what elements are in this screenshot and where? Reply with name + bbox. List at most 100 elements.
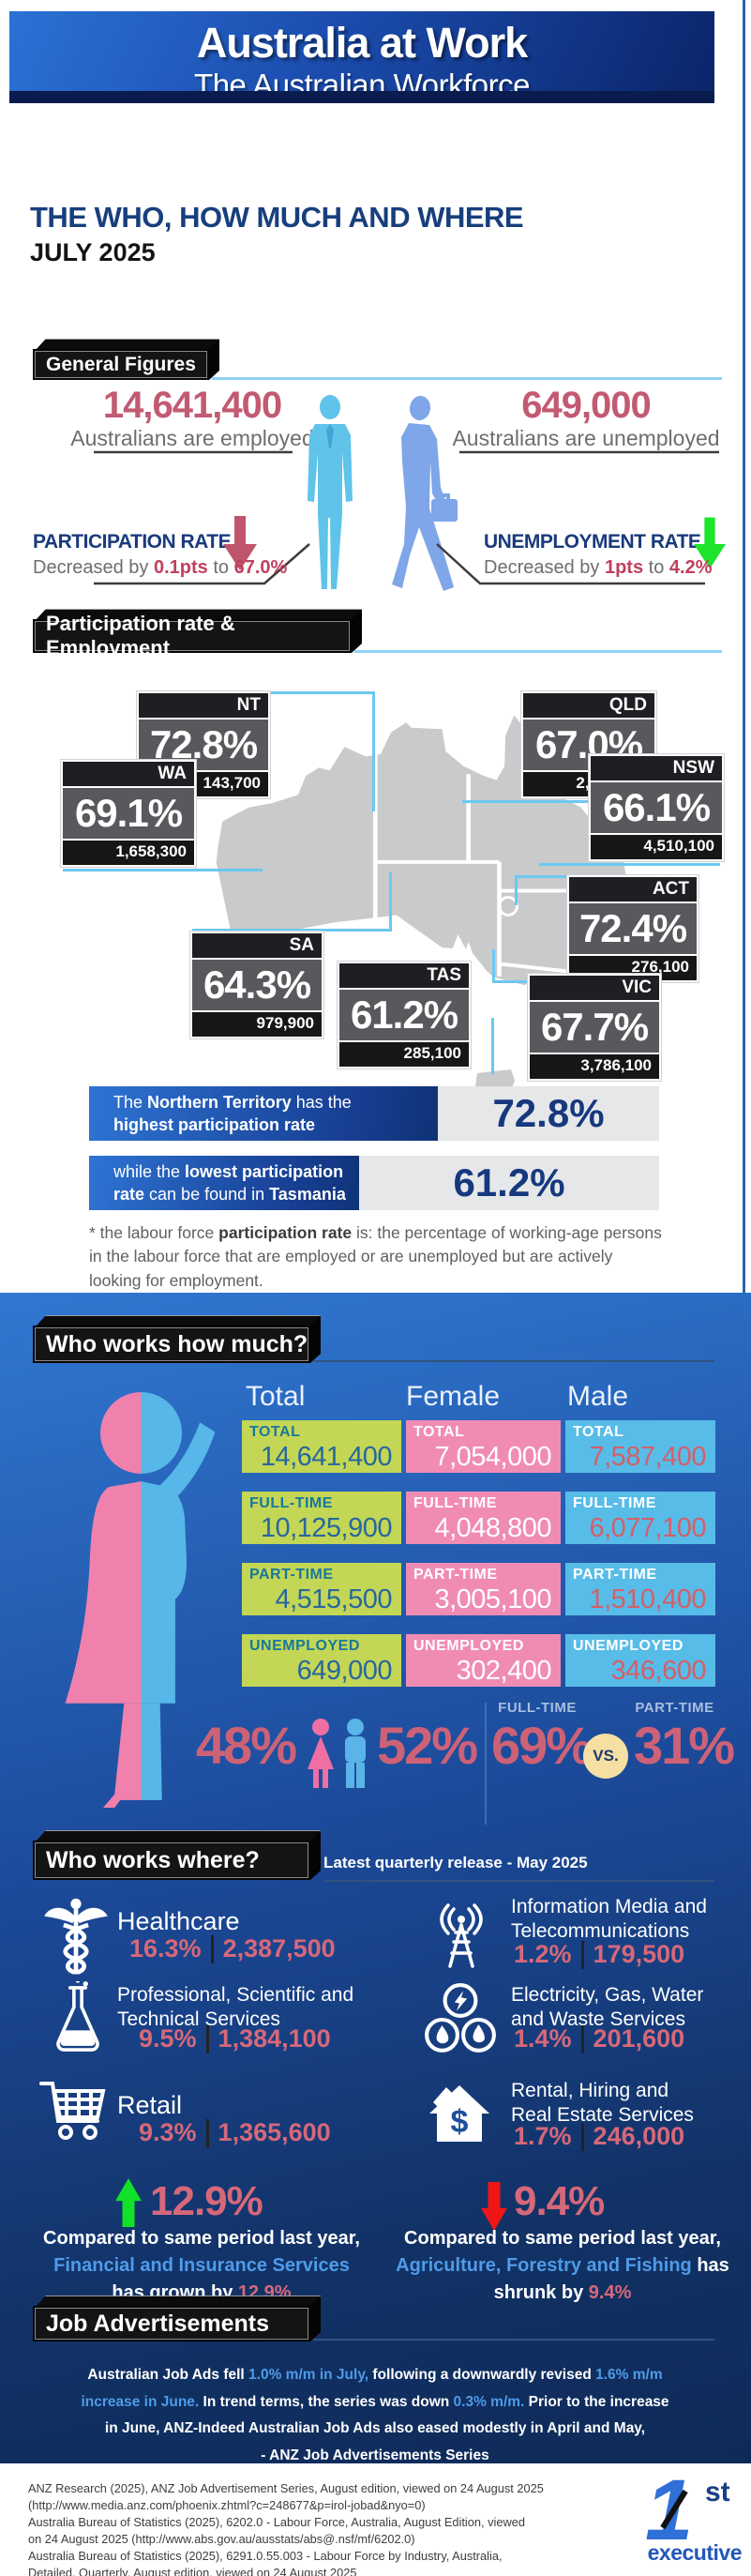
vs-badge: VS. xyxy=(583,1734,628,1779)
stat-divider xyxy=(580,2122,584,2151)
female-share-pct: 48% xyxy=(195,1716,297,1775)
cell-total-total: TOTAL 14,641,400 xyxy=(242,1420,401,1473)
red-down-arrow-icon xyxy=(223,516,257,570)
cell-parttime-male: PART-TIME 1,510,400 xyxy=(565,1563,715,1615)
industry-name: Retail xyxy=(117,2091,183,2119)
logo-word: executive xyxy=(647,2540,743,2565)
industry-stats: 9.5% 1,384,100 xyxy=(139,2024,331,2053)
connector-nsw xyxy=(539,863,720,866)
shopping-cart-icon xyxy=(39,2082,106,2140)
tie-shape xyxy=(326,424,334,448)
industry-stats: 1.2% 179,500 xyxy=(514,1940,685,1969)
green-down-arrow-icon xyxy=(694,517,726,569)
stat-divider xyxy=(205,2118,209,2147)
industry-name: Professional, Scientific and Technical S… xyxy=(117,1984,354,2031)
connector-sa xyxy=(192,929,392,932)
employed-count: 14,641,400 xyxy=(102,385,282,426)
section-header-general-figures: General Figures xyxy=(33,349,209,380)
flask-icon xyxy=(56,1981,99,2052)
industry-stats: 9.3% 1,365,600 xyxy=(139,2118,331,2147)
cell-total-male: TOTAL 7,587,400 xyxy=(565,1420,715,1473)
state-box-vic: VIC 67.7% 3,786,100 xyxy=(528,974,661,1081)
highest-participation-callout: The Northern Territory has the highest p… xyxy=(89,1086,462,1141)
industry-name: Electricity, Gas, Water and Waste Servic… xyxy=(511,1984,704,2031)
male-icon xyxy=(345,1719,366,1788)
connector-nt xyxy=(266,691,375,694)
section-header-participation: Participation rate & Employment xyxy=(33,619,352,659)
release-note: Latest quarterly release - May 2025 xyxy=(323,1854,588,1871)
highest-participation-value: 72.8% xyxy=(438,1086,659,1141)
connector-tas-v xyxy=(491,1018,494,1074)
section-header-how-much: Who works how much? xyxy=(33,1326,310,1363)
parttime-share-label: PART-TIME xyxy=(635,1700,714,1716)
connector-act xyxy=(515,875,569,878)
participation-rate-change: Decreased by 0.1pts to 67.0% xyxy=(33,557,288,578)
radio-tower-icon xyxy=(440,1903,483,1968)
logo-st: st xyxy=(705,2477,730,2508)
source-citations: ANZ Research (2025), ANZ Job Advertiseme… xyxy=(28,2481,544,2576)
connector-vic xyxy=(492,980,530,983)
header-rule xyxy=(313,1360,714,1362)
green-up-arrow-icon xyxy=(115,2178,142,2227)
stat-divider xyxy=(205,2024,209,2053)
cell-total-female: TOTAL 7,054,000 xyxy=(406,1420,561,1473)
fulltime-share-label: FULL-TIME xyxy=(498,1700,577,1716)
parttime-share-pct: 31% xyxy=(634,1716,735,1775)
intro-heading: THE WHO, HOW MUCH AND WHERE xyxy=(30,201,524,234)
industry-stats: 1.4% 201,600 xyxy=(514,2024,685,2053)
connector-qld xyxy=(462,800,653,803)
lowest-participation-value: 61.2% xyxy=(359,1156,659,1210)
banner-shadow-strip xyxy=(9,91,714,103)
growth-text: Compared to same period last year, Finan… xyxy=(43,2228,360,2303)
unemployment-rate-change: Decreased by 1pts to 4.2% xyxy=(484,557,713,578)
male-female-split-figure xyxy=(65,1392,216,1808)
cell-fulltime-male: FULL-TIME 6,077,100 xyxy=(565,1492,715,1544)
male-share-pct: 52% xyxy=(377,1716,478,1775)
header-rule xyxy=(313,2339,714,2341)
connector-wa xyxy=(63,869,263,871)
red-decline-arrow-icon xyxy=(481,2182,507,2231)
cell-fulltime-female: FULL-TIME 4,048,800 xyxy=(406,1492,561,1544)
cell-unemployed-male: UNEMPLOYED 346,600 xyxy=(565,1634,715,1687)
intro-period: JULY 2025 xyxy=(30,238,156,266)
connector-act-v xyxy=(515,875,518,905)
employed-caption: Australians are employed xyxy=(70,426,314,450)
job-ads-attribution: - ANZ Job Advertisements Series xyxy=(261,2447,489,2464)
female-icon xyxy=(308,1719,334,1788)
act-marker xyxy=(498,896,518,917)
cell-unemployed-total: UNEMPLOYED 649,000 xyxy=(242,1634,401,1687)
connector-sa-v xyxy=(389,872,392,932)
cell-fulltime-total: FULL-TIME 10,125,900 xyxy=(242,1492,401,1544)
state-box-nsw: NSW 66.1% 4,510,100 xyxy=(589,754,724,861)
employed-person-icon xyxy=(308,395,353,589)
stat-divider xyxy=(580,2024,584,2053)
unemployment-rate-label: UNEMPLOYMENT RATE xyxy=(484,531,701,553)
header-rule xyxy=(354,650,722,653)
decline-text: Compared to same period last year, Agric… xyxy=(396,2228,729,2303)
section-header-where: Who works where? xyxy=(33,1841,310,1880)
participation-footnote: * the labour force participation rate is… xyxy=(89,1223,662,1290)
header-rule xyxy=(212,377,722,380)
state-box-sa: SA 64.3% 979,900 xyxy=(190,932,323,1038)
participation-rate-label: PARTICIPATION RATE xyxy=(33,531,232,553)
unemployed-caption: Australians are unemployed xyxy=(452,426,720,450)
svg-text:$: $ xyxy=(451,2104,469,2140)
decline-pct: 9.4% xyxy=(514,2178,605,2224)
unemployed-count: 649,000 xyxy=(521,385,652,426)
industry-name: Rental, Hiring and Real Estate Services xyxy=(511,2080,694,2127)
page-right-border xyxy=(743,0,745,1293)
connector-lines xyxy=(94,450,719,585)
industry-name: Information Media and Telecommunications xyxy=(511,1896,707,1943)
connector-nt-v xyxy=(372,691,375,811)
footer: ANZ Research (2025), ANZ Job Advertiseme… xyxy=(0,2463,751,2576)
stat-divider xyxy=(580,1940,584,1969)
header-rule xyxy=(323,1880,714,1882)
state-box-nt: NT 72.8% 143,700 xyxy=(137,691,270,798)
utilities-icon xyxy=(425,1983,496,2053)
column-header-total: Total xyxy=(246,1381,306,1412)
unemployed-person-icon xyxy=(392,396,458,591)
vertical-divider xyxy=(485,1703,487,1825)
cell-parttime-female: PART-TIME 3,005,100 xyxy=(406,1563,561,1615)
state-box-wa: WA 69.1% 1,658,300 xyxy=(61,760,196,867)
state-box-tas: TAS 61.2% 285,100 xyxy=(338,962,471,1068)
